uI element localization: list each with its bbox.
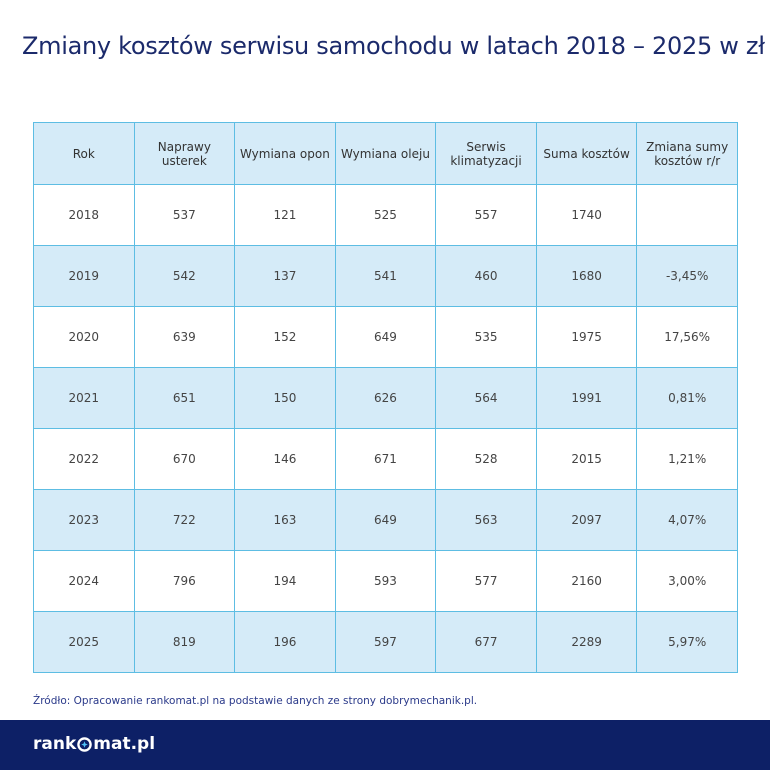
table-row: 2019 542 137 541 460 1680 -3,45% — [33, 245, 738, 307]
table-row: 2024 796 194 593 577 2160 3,00% — [33, 550, 738, 612]
column-header: Wymiana opon — [234, 122, 336, 185]
table-cell: 577 — [435, 550, 537, 612]
table-row: 2025 819 196 597 677 2289 5,97% — [33, 611, 738, 673]
column-header: Serwis klimatyzacji — [435, 122, 537, 185]
table-cell: 537 — [133, 184, 236, 246]
logo: rank mat.pl — [33, 734, 155, 754]
table-cell: 670 — [133, 428, 236, 490]
table-cell: 528 — [435, 428, 537, 490]
column-header: Wymiana oleju — [334, 122, 437, 185]
table-cell: 196 — [234, 611, 336, 673]
table-cell: 1975 — [535, 306, 638, 368]
table-cell: 2025 — [33, 611, 135, 673]
table-cell: 649 — [334, 306, 437, 368]
column-header: Zmiana sumy kosztów r/r — [636, 122, 738, 185]
table-cell: 564 — [435, 367, 537, 429]
table-cell: 2097 — [535, 489, 638, 551]
table-cell: 563 — [435, 489, 537, 551]
table-cell: 626 — [334, 367, 437, 429]
table-cell: 1740 — [535, 184, 638, 246]
table-cell: 651 — [133, 367, 236, 429]
table-cell: 194 — [234, 550, 336, 612]
table-row: 2022 670 146 671 528 2015 1,21% — [33, 428, 738, 490]
table-cell: 3,00% — [636, 550, 738, 612]
cost-table: Rok Naprawy usterek Wymiana opon Wymiana ol… — [33, 122, 738, 673]
table-cell — [636, 184, 738, 246]
table-cell: 121 — [234, 184, 336, 246]
table-cell: 722 — [133, 489, 236, 551]
table-cell: 542 — [133, 245, 236, 307]
table-cell: 2024 — [33, 550, 135, 612]
table-cell: 639 — [133, 306, 236, 368]
header-row: Rok Naprawy usterek Wymiana opon Wymiana ol… — [33, 122, 738, 185]
table-row: 2020 639 152 649 535 1975 17,56% — [33, 306, 738, 368]
column-header: Suma kosztów — [535, 122, 638, 185]
table-cell: 2289 — [535, 611, 638, 673]
table-cell: 819 — [133, 611, 236, 673]
table-body: 2018 537 121 525 557 1740 2019 542 137 541 460 1680… — [33, 184, 738, 673]
table-cell: 677 — [435, 611, 537, 673]
table-cell: 150 — [234, 367, 336, 429]
table-cell: 137 — [234, 245, 336, 307]
table-cell: 146 — [234, 428, 336, 490]
title: Zmiany kosztów serwisu samochodu w latac… — [22, 32, 765, 60]
table-row: 2021 651 150 626 564 1991 0,81% — [33, 367, 738, 429]
table-cell: -3,45% — [636, 245, 738, 307]
table-cell: 796 — [133, 550, 236, 612]
table-cell: 0,81% — [636, 367, 738, 429]
table-cell: 535 — [435, 306, 537, 368]
table-cell: 152 — [234, 306, 336, 368]
table-cell: 649 — [334, 489, 437, 551]
table-cell: 17,56% — [636, 306, 738, 368]
table-cell: 2019 — [33, 245, 135, 307]
source-note: Źródło: Opracowanie rankomat.pl na podst… — [33, 695, 478, 707]
table-cell: 2021 — [33, 367, 135, 429]
table-cell: 597 — [334, 611, 437, 673]
table-cell: 2020 — [33, 306, 135, 368]
table-cell: 2160 — [535, 550, 638, 612]
table-cell: 671 — [334, 428, 437, 490]
table-cell: 1,21% — [636, 428, 738, 490]
table-cell: 1991 — [535, 367, 638, 429]
table-cell: 460 — [435, 245, 537, 307]
column-header: Naprawy usterek — [133, 122, 236, 185]
logo-text: rank — [33, 734, 77, 754]
table-cell: 593 — [334, 550, 437, 612]
table-cell: 2022 — [33, 428, 135, 490]
logo-star — [77, 736, 93, 752]
logo-text: mat.pl — [93, 734, 156, 754]
table-cell: 557 — [435, 184, 537, 246]
table-row: 2018 537 121 525 557 1740 — [33, 184, 738, 246]
table-cell: 2018 — [33, 184, 135, 246]
table-cell: 2015 — [535, 428, 638, 490]
table-cell: 541 — [334, 245, 437, 307]
table-cell: 5,97% — [636, 611, 738, 673]
footer: rank mat.pl — [0, 720, 770, 770]
table-cell: 163 — [234, 489, 336, 551]
table-cell: 4,07% — [636, 489, 738, 551]
column-header: Rok — [33, 122, 135, 185]
table-cell: 2023 — [33, 489, 135, 551]
table-cell: 1680 — [535, 245, 638, 307]
table-cell: 525 — [334, 184, 437, 246]
table-row: 2023 722 163 649 563 2097 4,07% — [33, 489, 738, 551]
